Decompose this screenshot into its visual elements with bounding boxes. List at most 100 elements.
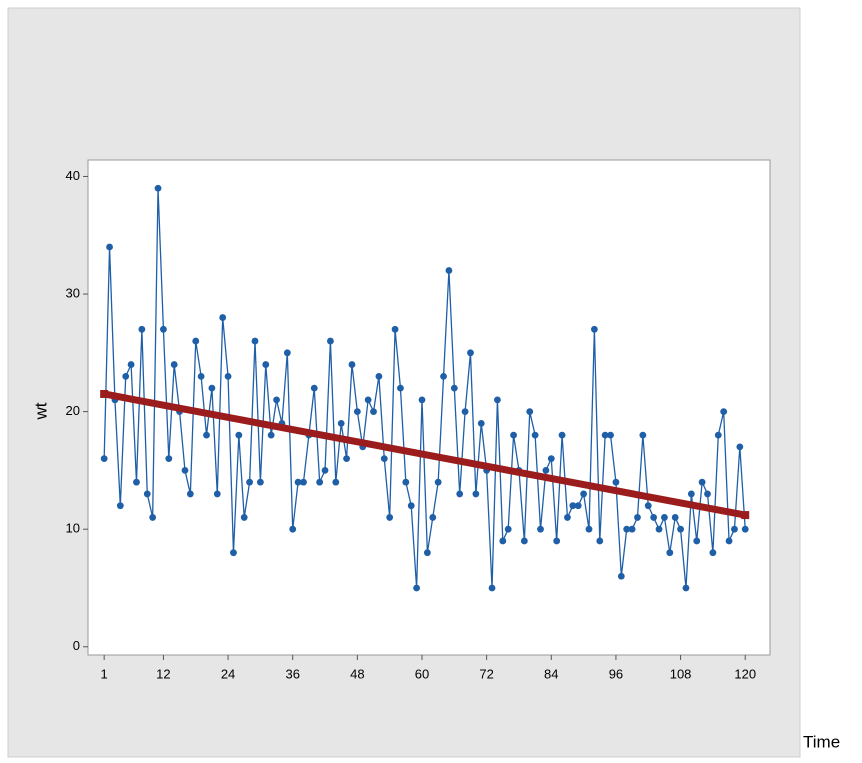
data-point	[499, 537, 507, 545]
data-point	[687, 490, 695, 498]
data-point	[122, 372, 130, 380]
x-tick-label: 72	[479, 666, 493, 681]
data-point	[380, 455, 388, 463]
data-point	[558, 431, 566, 439]
data-point	[213, 490, 221, 498]
data-point	[440, 372, 447, 380]
x-tick-label: 48	[350, 666, 364, 681]
y-tick-label: 10	[66, 521, 80, 536]
x-tick-label: 120	[734, 666, 756, 681]
data-point	[106, 243, 113, 251]
data-point	[693, 537, 701, 545]
data-point	[321, 467, 329, 474]
data-point	[736, 443, 744, 451]
data-point	[456, 490, 464, 498]
series-line	[103, 188, 746, 589]
data-point	[494, 396, 501, 404]
data-point	[634, 514, 641, 521]
data-point	[477, 419, 485, 427]
data-point	[165, 455, 173, 463]
data-point	[203, 431, 210, 439]
data-point	[154, 184, 162, 192]
x-tick-label: 12	[156, 666, 170, 681]
data-point	[294, 478, 302, 486]
data-point	[149, 514, 157, 521]
data-point	[240, 514, 248, 521]
data-point	[714, 431, 722, 439]
data-point	[542, 467, 550, 474]
data-point	[170, 361, 178, 368]
data-point	[402, 478, 410, 486]
series-line	[103, 390, 746, 519]
data-point	[644, 502, 652, 510]
data-point	[327, 337, 334, 345]
data-point	[623, 525, 631, 533]
data-point	[682, 584, 690, 592]
y-tick-label: 0	[73, 638, 80, 653]
data-point	[251, 337, 259, 345]
data-point	[585, 525, 593, 533]
data-point	[467, 349, 474, 357]
data-point	[375, 372, 383, 380]
data-point	[547, 455, 555, 463]
data-point	[725, 537, 733, 545]
x-tick-label: 108	[670, 666, 692, 681]
x-tick-label: 84	[544, 666, 558, 681]
data-point	[510, 431, 517, 439]
data-point	[601, 431, 609, 439]
data-point	[310, 384, 318, 392]
trend-marker	[100, 389, 109, 398]
data-point	[364, 396, 372, 404]
data-point	[186, 490, 194, 498]
data-point	[450, 384, 458, 392]
data-point	[504, 525, 512, 533]
data-point	[666, 549, 674, 557]
data-point	[677, 525, 684, 533]
data-point	[429, 514, 437, 521]
data-point	[520, 537, 528, 545]
data-point	[569, 502, 577, 510]
plot-area	[87, 159, 771, 656]
data-point	[531, 431, 539, 439]
data-point	[607, 431, 614, 439]
data-point	[386, 514, 394, 521]
data-point	[418, 396, 426, 404]
data-point	[720, 408, 728, 416]
trend-marker	[741, 511, 750, 520]
data-point	[230, 549, 237, 557]
data-point	[628, 525, 636, 533]
data-point	[197, 372, 205, 380]
data-point	[181, 467, 189, 474]
data-point	[461, 408, 469, 416]
x-tick-label: 1	[101, 666, 108, 681]
data-point	[574, 502, 582, 510]
data-point	[300, 478, 307, 486]
data-point	[127, 361, 135, 368]
data-point	[337, 419, 345, 427]
data-point	[262, 361, 270, 368]
data-point	[612, 478, 620, 486]
data-point	[219, 314, 227, 321]
y-tick-label: 20	[66, 403, 80, 418]
data-point	[564, 514, 571, 521]
data-point	[283, 349, 291, 357]
y-tick-label: 40	[66, 168, 80, 183]
y-axis-title: wt	[31, 402, 50, 420]
data-point	[434, 478, 442, 486]
data-point	[116, 502, 124, 510]
x-tick-label: 36	[285, 666, 299, 681]
data-point	[580, 490, 588, 498]
data-point	[267, 431, 275, 439]
data-point	[596, 537, 604, 545]
data-point	[639, 431, 647, 439]
data-point	[709, 549, 717, 557]
data-point	[235, 431, 243, 439]
data-point	[423, 549, 431, 557]
x-axis-title: Time	[803, 732, 840, 751]
data-point	[413, 584, 421, 592]
data-point	[698, 478, 706, 486]
data-point	[224, 372, 232, 380]
data-point	[353, 408, 361, 416]
